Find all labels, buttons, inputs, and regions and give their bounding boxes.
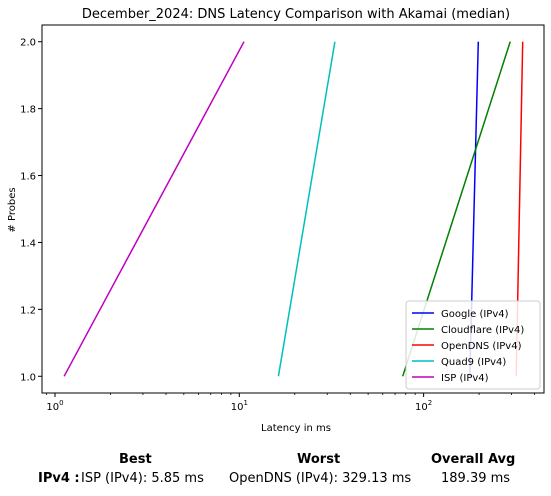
x-tick-label: 102 xyxy=(415,399,432,413)
latency-chart: December_2024: DNS Latency Comparison wi… xyxy=(7,7,545,434)
y-axis-label: # Probes xyxy=(7,187,18,232)
y-tick-label: 1.0 xyxy=(20,372,36,383)
legend-label: Google (IPv4) xyxy=(441,309,509,320)
x-tick-label: 100 xyxy=(46,399,63,413)
series-line-4 xyxy=(63,41,245,377)
best-value: ISP (IPv4): 5.85 ms xyxy=(81,471,204,486)
axis-ticks: 100 101 102 1.0 1.2 1.4 1.6 1.8 2.0 xyxy=(20,38,535,413)
best-header: Best xyxy=(119,452,152,467)
y-tick-label: 1.6 xyxy=(20,172,36,183)
worst-value: OpenDNS (IPv4): 329.13 ms xyxy=(229,471,412,486)
row-label-ipv4: IPv4 : xyxy=(38,471,80,486)
y-tick-label: 1.4 xyxy=(20,238,36,249)
worst-header: Worst xyxy=(297,452,341,467)
y-tick-label: 1.8 xyxy=(20,105,36,116)
series-line-3 xyxy=(277,41,336,377)
legend-box xyxy=(405,300,541,390)
legend-label: OpenDNS (IPv4) xyxy=(441,341,522,352)
x-tick-label: 101 xyxy=(231,399,248,413)
summary-table: Best Worst Overall Avg IPv4 : ISP (IPv4)… xyxy=(0,446,551,496)
overall-avg-header: Overall Avg xyxy=(431,452,516,467)
legend: Google (IPv4) Cloudflare (IPv4) OpenDNS (I… xyxy=(405,300,541,390)
legend-label: Quad9 (IPv4) xyxy=(441,357,506,368)
legend-label: ISP (IPv4) xyxy=(441,373,489,384)
x-axis-label: Latency in ms xyxy=(261,423,331,434)
legend-label: Cloudflare (IPv4) xyxy=(441,325,524,336)
y-tick-label: 2.0 xyxy=(20,38,36,49)
chart-title: December_2024: DNS Latency Comparison wi… xyxy=(82,7,510,22)
y-tick-label: 1.2 xyxy=(20,305,36,316)
overall-avg-value: 189.39 ms xyxy=(441,471,511,486)
